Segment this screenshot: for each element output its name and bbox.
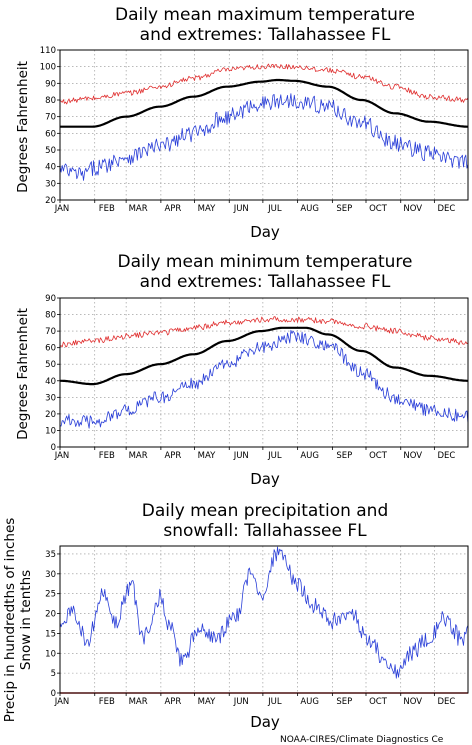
y-tick-label: 0 [51,689,56,699]
y-axis-label-line2: Snow in tenths [18,570,34,670]
y-axis-label: Degrees Fahrenheit [15,308,31,440]
series-record-low-line [59,329,469,429]
x-tick-label: JUL [267,451,282,461]
x-tick-label: DEC [437,204,455,214]
chart-title-line2: and extremes: Tallahassee FL [140,272,391,292]
x-axis-label: Day [250,223,280,241]
series-record-high-line [59,63,469,105]
x-tick-label: JAN [54,204,70,214]
x-tick-label: SEP [336,204,352,214]
y-tick-label: 110 [40,46,56,56]
x-tick-label: APR [164,204,181,214]
x-tick-label: DEC [437,451,455,461]
x-tick-label: FEB [99,204,115,214]
x-tick-label: JAN [54,697,70,707]
x-tick-label: FEB [99,451,115,461]
y-tick-label: 50 [45,146,56,156]
y-tick-label: 90 [45,79,56,89]
series-record-high-line [59,316,469,348]
x-tick-label: APR [164,697,181,707]
y-tick-label: 40 [45,377,56,387]
y-tick-label: 35 [45,550,56,560]
x-tick-label: JAN [54,451,70,461]
grid [60,50,468,200]
x-tick-label: NOV [403,204,422,214]
x-tick-label: SEP [336,697,352,707]
grid [60,298,468,447]
plot-area-min-temp: 0 10 20 30 40 50 60 70 80 90 JAN FEB MAR APR MAY JUN JUL… [45,294,469,461]
x-tick-label: AUG [300,451,319,461]
credit-text: NOAA-CIRES/Climate Diagnostics Ce [280,735,444,745]
y-tick-label: 20 [45,410,56,420]
x-tick-label: JUL [267,697,282,707]
series-mean-line [59,78,468,128]
x-tick-label: AUG [300,204,319,214]
x-tick-label: MAY [198,697,216,707]
y-tick-label: 30 [45,570,56,580]
y-tick-label: 20 [45,196,56,206]
plot-frame [59,297,469,448]
x-tick-label: MAY [198,451,216,461]
series-precip-line [59,546,469,679]
chart-title-line2: and extremes: Tallahassee FL [140,25,391,45]
panel-min-temp: Daily mean minimum temperature and extre… [15,252,469,488]
chart-title-line1: Daily mean maximum temperature [115,5,415,25]
y-tick-label: 5 [51,669,56,679]
y-tick-label: 60 [45,344,56,354]
x-tick-label: DEC [437,697,455,707]
y-tick-label: 80 [45,311,56,321]
x-tick-label: JUN [233,697,249,707]
x-tick-label: JUL [267,204,282,214]
x-tick-label: MAR [129,204,148,214]
plot-frame [59,545,469,694]
x-tick-label: JUN [233,204,249,214]
y-tick-label: 70 [45,113,56,123]
y-tick-label: 10 [45,649,56,659]
grid [60,546,468,693]
x-tick-label: MAR [129,451,148,461]
x-axis-label: Day [250,470,280,488]
y-tick-label: 90 [45,294,56,304]
y-tick-label: 70 [45,327,56,337]
y-tick-label: 30 [45,179,56,189]
x-tick-label: NOV [403,451,422,461]
plot-area-precip: 0 5 10 15 20 25 30 35 JAN FEB MAR APR MAY JUN JUL AUG SE… [45,545,469,707]
x-tick-label: OCT [369,204,388,214]
y-tick-label: 25 [45,590,56,600]
plot-area-max-temp: 20 30 40 50 60 70 80 90 100 110 JAN FEB MAR APR MAY JUN… [40,46,469,214]
y-tick-label: 60 [45,129,56,139]
y-tick-label: 50 [45,360,56,370]
x-tick-label: AUG [300,697,319,707]
y-axis-label: Degrees Fahrenheit [15,61,31,193]
chart-title-line2: snowfall: Tallahassee FL [163,521,367,541]
x-tick-label: APR [164,451,181,461]
x-axis-label: Day [250,713,280,731]
panel-max-temp: Daily mean maximum temperature and extre… [15,5,469,241]
y-tick-label: 40 [45,163,56,173]
series-mean-line [59,326,468,386]
y-tick-label: 100 [40,63,56,73]
y-tick-label: 0 [51,443,56,453]
x-tick-label: MAY [198,204,216,214]
chart-title-line1: Daily mean minimum temperature [118,252,413,272]
panel-precip: Daily mean precipitation and snowfall: T… [2,501,469,731]
x-tick-label: OCT [369,451,388,461]
y-axis-label-line1: Precip in hundredths of inches [2,518,18,723]
x-tick-label: OCT [369,697,388,707]
series-record-low-line [59,93,469,181]
y-tick-label: 10 [45,426,56,436]
y-tick-label: 80 [45,96,56,106]
x-tick-label: MAR [129,697,148,707]
chart-title-line1: Daily mean precipitation and [142,501,389,521]
plot-frame [59,49,469,201]
y-tick-label: 30 [45,393,56,403]
y-tick-label: 15 [45,629,56,639]
x-tick-label: SEP [336,451,352,461]
x-tick-label: FEB [99,697,115,707]
x-tick-label: NOV [403,697,422,707]
x-tick-label: JUN [233,451,249,461]
y-tick-label: 20 [45,610,56,620]
